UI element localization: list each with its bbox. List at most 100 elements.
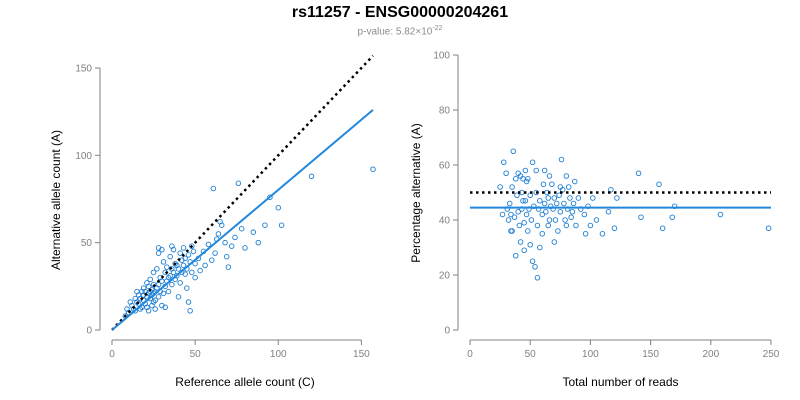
data-point (215, 231, 222, 237)
data-point (190, 248, 197, 255)
y-tick-label: 150 (75, 64, 92, 75)
data-point (587, 222, 594, 229)
x-tick-label: 50 (190, 349, 202, 360)
data-point (513, 175, 519, 182)
x-tick-label: 250 (763, 349, 780, 360)
data-point (185, 299, 192, 305)
data-point (165, 274, 172, 281)
data-point (152, 306, 158, 312)
data-point (238, 225, 245, 232)
data-point (521, 219, 527, 226)
data-point (509, 184, 515, 190)
data-point (511, 214, 518, 220)
data-point (192, 274, 198, 281)
data-point (523, 211, 530, 218)
data-point (255, 239, 262, 246)
data-point (638, 214, 644, 220)
data-point (169, 243, 175, 249)
data-point (164, 264, 170, 270)
data-point (553, 200, 560, 207)
data-point (505, 217, 512, 223)
data-point (159, 246, 165, 253)
data-point (174, 273, 180, 279)
data-point (717, 211, 724, 218)
data-point (528, 217, 535, 223)
data-point (552, 217, 559, 223)
data-point (187, 308, 193, 314)
x-axis-label: Total number of reads (562, 375, 678, 389)
data-point (160, 290, 167, 297)
data-point (635, 170, 642, 176)
data-point (509, 228, 515, 234)
data-point (539, 211, 545, 218)
x-tick-label: 200 (702, 349, 719, 360)
data-point (189, 243, 195, 249)
data-point (546, 217, 553, 223)
data-point (551, 195, 558, 201)
x-tick-label: 150 (353, 349, 370, 360)
x-tick-label: 150 (642, 349, 659, 360)
data-point (267, 194, 273, 201)
data-point (218, 222, 225, 228)
data-point (167, 253, 173, 260)
data-point (160, 259, 167, 265)
fit-line (111, 109, 374, 331)
right-scatter-panel: 0 50 100 150 200 250 0 20 40 60 80 100 Total number … (409, 51, 780, 390)
data-point (210, 185, 217, 192)
data-point (242, 245, 248, 251)
data-point (543, 208, 549, 215)
data-point (669, 214, 676, 220)
data-point (581, 211, 588, 218)
data-point (232, 234, 238, 241)
x-tick-label: 0 (467, 349, 473, 360)
data-point (182, 255, 188, 262)
data-point (499, 211, 506, 218)
data-point (522, 167, 529, 174)
y-tick-label: 20 (439, 271, 451, 282)
data-point (275, 204, 282, 211)
y-tick-label: 50 (81, 238, 93, 249)
data-point (222, 239, 228, 246)
y-tick-label: 100 (433, 51, 450, 62)
data-point (568, 214, 574, 220)
data-point (208, 257, 215, 263)
data-point (614, 195, 620, 201)
data-point (510, 148, 517, 154)
y-tick-label: 0 (86, 326, 92, 337)
data-point (551, 239, 558, 245)
y-tick-label: 60 (439, 161, 451, 172)
data-point (250, 229, 257, 235)
data-point (541, 200, 548, 207)
data-point (529, 258, 536, 265)
data-point (185, 252, 192, 258)
data-point (569, 208, 576, 215)
data-point (534, 275, 541, 281)
data-point (539, 230, 545, 237)
data-point (134, 288, 140, 295)
data-point (523, 178, 530, 185)
data-point (155, 250, 162, 256)
data-point (135, 301, 142, 307)
data-point (170, 269, 177, 276)
data-point (175, 266, 182, 272)
data-point (582, 230, 589, 237)
data-point (533, 189, 539, 196)
y-tick-label: 100 (75, 151, 92, 162)
data-point (175, 294, 182, 300)
data-point (212, 250, 218, 256)
data-point (575, 195, 582, 201)
data-point (521, 247, 527, 253)
data-point (545, 222, 552, 229)
data-point (593, 217, 600, 223)
data-point (565, 184, 572, 190)
data-point (611, 225, 618, 231)
data-point (573, 222, 579, 229)
x-axis-label: Reference allele count (C) (175, 375, 314, 389)
y-axis-label: Alternative allele count (A) (49, 130, 63, 270)
data-point (561, 200, 567, 207)
x-tick-label: 100 (582, 349, 599, 360)
data-point (541, 167, 548, 174)
data-point (765, 225, 772, 231)
data-point (132, 295, 139, 302)
